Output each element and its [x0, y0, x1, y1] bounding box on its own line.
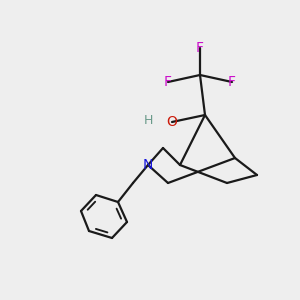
- Text: F: F: [228, 75, 236, 89]
- Text: N: N: [143, 158, 153, 172]
- Text: F: F: [196, 41, 204, 55]
- Text: H: H: [143, 113, 153, 127]
- Text: F: F: [164, 75, 172, 89]
- Text: O: O: [167, 115, 177, 129]
